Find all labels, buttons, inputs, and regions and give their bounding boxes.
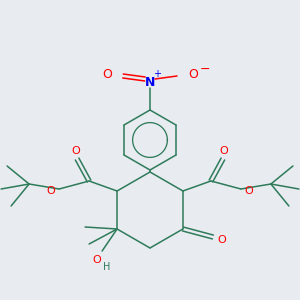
- Text: O: O: [47, 186, 56, 196]
- Text: +: +: [153, 69, 161, 79]
- Text: O: O: [72, 146, 80, 156]
- Text: O: O: [244, 186, 253, 196]
- Text: N: N: [145, 76, 155, 88]
- Text: O: O: [93, 255, 101, 265]
- Text: O: O: [188, 68, 198, 80]
- Text: O: O: [218, 235, 226, 245]
- Text: −: −: [200, 62, 210, 76]
- Text: H: H: [103, 262, 111, 272]
- Text: O: O: [102, 68, 112, 80]
- Text: O: O: [220, 146, 228, 156]
